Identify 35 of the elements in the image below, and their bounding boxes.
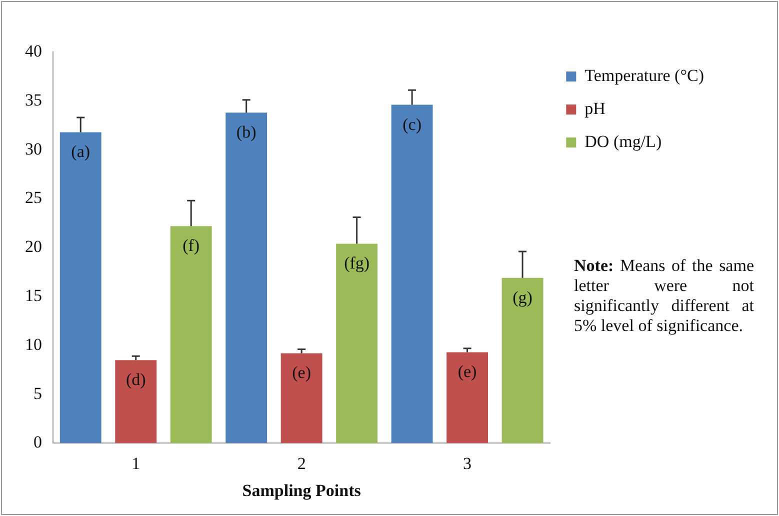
y-tick-label: 5 xyxy=(34,384,42,403)
bar xyxy=(502,278,544,444)
data-label: (b) xyxy=(236,122,256,142)
data-label: (f) xyxy=(182,236,200,256)
legend-label: Temperature (°C) xyxy=(584,66,704,85)
y-tick-label: 10 xyxy=(25,334,42,354)
y-tick-label: 0 xyxy=(34,432,42,452)
data-label: (a) xyxy=(71,142,90,162)
y-tick-label: 15 xyxy=(25,286,42,305)
data-label: (e) xyxy=(458,362,477,382)
bar xyxy=(446,352,488,444)
x-tick-label: 3 xyxy=(463,454,472,473)
x-axis-title: Sampling Points xyxy=(242,481,362,500)
bar xyxy=(336,244,378,444)
data-label: (d) xyxy=(126,370,146,390)
x-tick-label: 1 xyxy=(132,454,140,473)
y-tick-label: 35 xyxy=(25,90,42,110)
data-label: (fg) xyxy=(344,254,370,273)
legend-label: pH xyxy=(584,98,606,118)
bar xyxy=(60,132,102,444)
bar xyxy=(280,353,322,444)
data-label: (g) xyxy=(512,288,532,307)
y-tick-label: 30 xyxy=(25,139,42,158)
bar xyxy=(170,226,212,444)
bar xyxy=(226,112,268,444)
y-tick-label: 40 xyxy=(25,41,42,60)
bar xyxy=(391,104,433,444)
legend-label: DO (mg/L) xyxy=(584,132,662,151)
text: Note: Means of the same letter were not significantly different at 5% level of significance. xyxy=(574,256,754,335)
x-tick-label: 2 xyxy=(297,454,306,473)
data-label: (c) xyxy=(402,114,422,134)
data-label: (e) xyxy=(292,363,312,382)
bar xyxy=(115,360,157,444)
y-tick-label: 20 xyxy=(25,237,42,256)
y-tick-label: 25 xyxy=(25,188,42,208)
